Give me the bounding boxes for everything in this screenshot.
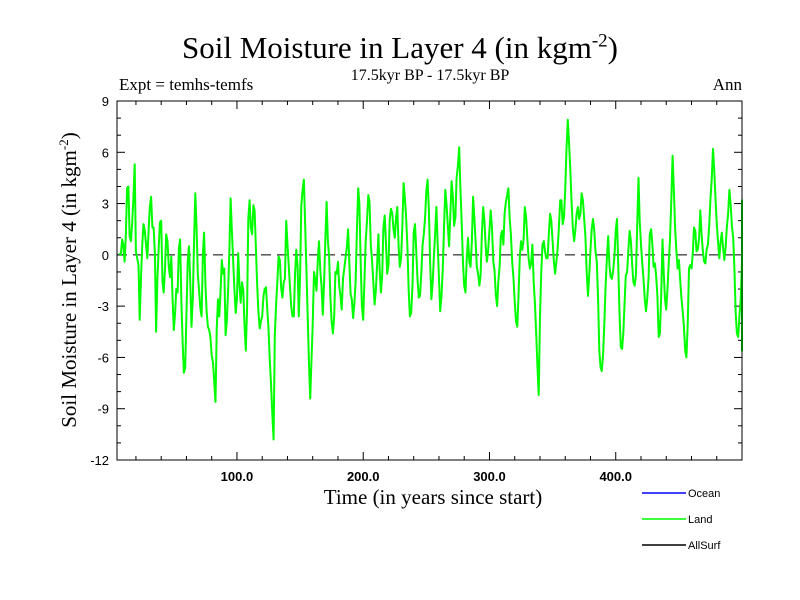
- chart-title-exponent: -2: [591, 30, 608, 52]
- legend-label-land: Land: [688, 514, 712, 526]
- chart-title: Soil Moisture in Layer 4 (in kgm-2): [0, 30, 800, 66]
- x-tick-label: 400.0: [599, 469, 632, 484]
- legend-label-ocean: Ocean: [688, 488, 720, 500]
- y-axis-label: Soil Moisture in Layer 4 (in kgm-2): [56, 132, 82, 427]
- legend-label-allsurf: AllSurf: [688, 540, 721, 552]
- legend: Ocean Land AllSurf: [642, 488, 721, 552]
- y-tick-label: 6: [102, 145, 109, 160]
- y-tick-label: -9: [97, 402, 109, 417]
- tick-layer: [117, 100, 743, 461]
- chart-subtitle: 17.5kyr BP - 17.5kyr BP: [350, 67, 510, 84]
- y-tick-label: -3: [97, 299, 109, 314]
- series-land-line: [118, 118, 743, 441]
- x-tick-label: 100.0: [221, 469, 254, 484]
- y-tick-label: 0: [102, 248, 109, 263]
- y-tick-label: -6: [97, 350, 109, 365]
- season-label: Ann: [712, 75, 742, 94]
- y-tick-label: 9: [102, 94, 109, 109]
- y-tick-label: 3: [102, 197, 109, 212]
- y-tick-label: -12: [90, 453, 109, 468]
- chart-title-close: ): [607, 30, 618, 65]
- experiment-label: Expt = temhs-temfs: [119, 75, 254, 94]
- x-tick-label: 300.0: [473, 469, 506, 484]
- y-axis-label-close: ): [57, 132, 81, 140]
- x-axis-label: Time (in years since start): [323, 485, 543, 509]
- plot-frame: [116, 100, 743, 461]
- x-tick-label: 200.0: [347, 469, 380, 484]
- y-axis-label-main: Soil Moisture in Layer 4 (in kgm: [57, 150, 81, 428]
- chart-title-main: Soil Moisture in Layer 4 (in kgm: [182, 30, 592, 65]
- y-axis-label-exponent: -2: [56, 139, 71, 151]
- tick-labels: -12 -9 -6 -3 0 3 6 9 100.0 200.0 300.0 400.0: [90, 94, 632, 484]
